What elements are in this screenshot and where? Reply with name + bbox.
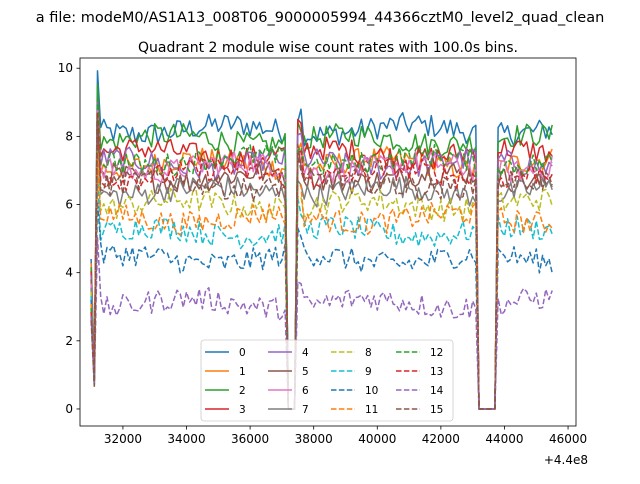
legend-label-4: 4	[302, 347, 309, 359]
chart-title: Quadrant 2 module wise count rates with …	[138, 40, 518, 56]
series-line-9	[90, 174, 553, 410]
legend-label-6: 6	[302, 385, 309, 397]
y-tick-label: 2	[65, 334, 73, 348]
y-tick-label: 6	[65, 198, 73, 212]
legend-label-0: 0	[239, 347, 246, 359]
axes-frame	[79, 57, 577, 427]
y-tick-label: 0	[65, 402, 73, 416]
legend-label-8: 8	[365, 347, 372, 359]
legend-label-9: 9	[365, 366, 372, 378]
x-tick-label: 32000	[104, 432, 142, 446]
x-tick-label: 40000	[358, 432, 396, 446]
x-offset-label: +4.4e8	[544, 453, 588, 467]
series-line-4	[90, 100, 553, 410]
x-tick-label: 38000	[295, 432, 333, 446]
y-tick-label: 10	[58, 61, 73, 75]
series-line-2	[90, 83, 553, 410]
series-line-10	[90, 201, 553, 410]
legend-label-12: 12	[430, 347, 443, 359]
series-line-0	[90, 70, 553, 410]
legend-label-10: 10	[365, 385, 378, 397]
legend-label-15: 15	[430, 404, 443, 416]
legend-box	[200, 339, 454, 422]
axes: 32000 34000 36000 38000 40000 42000 44000 46000…	[58, 57, 588, 467]
x-tick-label: 36000	[231, 432, 269, 446]
x-tick-label: 46000	[549, 432, 587, 446]
series-line-12	[90, 94, 553, 410]
x-tick-label: 34000	[167, 432, 205, 446]
series-line-8	[90, 147, 553, 410]
series-line-14	[90, 236, 553, 410]
y-tick-label: 4	[65, 266, 73, 280]
figure-suptitle: a file: modeM0/AS1A13_008T06_9000005994_…	[36, 10, 605, 26]
legend-label-11: 11	[365, 404, 378, 416]
x-tick-label: 44000	[485, 432, 523, 446]
plot-area	[90, 70, 553, 410]
x-tick-label: 42000	[422, 432, 460, 446]
y-tick-label: 8	[65, 129, 73, 143]
legend-label-13: 13	[430, 366, 443, 378]
legend-label-5: 5	[302, 366, 309, 378]
legend-label-2: 2	[239, 385, 246, 397]
legend-label-3: 3	[239, 404, 246, 416]
legend-label-1: 1	[239, 366, 246, 378]
series-line-11	[90, 157, 553, 410]
series-line-7	[90, 127, 553, 410]
legend-label-7: 7	[302, 404, 309, 416]
legend-label-14: 14	[430, 385, 444, 397]
series-line-15	[90, 117, 553, 410]
